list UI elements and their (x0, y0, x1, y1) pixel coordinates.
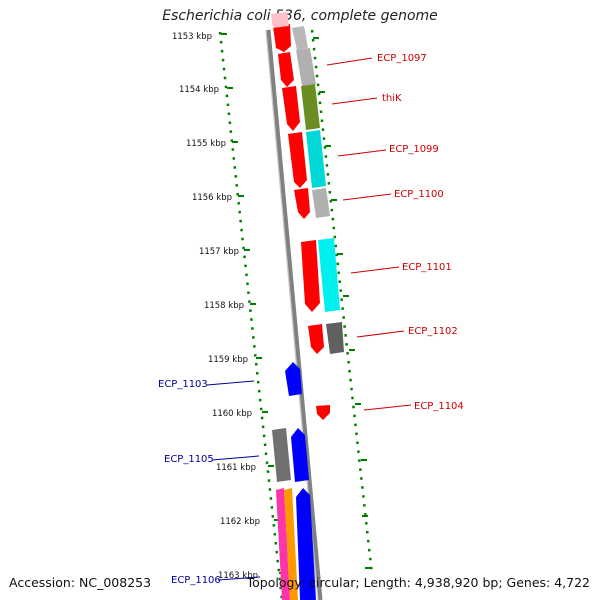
gene-label-ecp-1101[interactable]: ECP_1101 (402, 262, 452, 273)
accession-text: Accession: NC_008253 (9, 575, 152, 590)
gene-feature[interactable] (296, 48, 316, 86)
gene-feature[interactable] (276, 488, 290, 600)
inner-tick-marks (313, 37, 371, 569)
gene-feature[interactable] (271, 12, 289, 28)
ruler-label: 1162 kbp (220, 517, 260, 527)
gene-feature[interactable] (312, 188, 330, 218)
ruler-labels: 1153 kbp 1154 kbp 1155 kbp 1156 kbp 1157… (172, 32, 260, 581)
gene-feature[interactable] (273, 24, 291, 52)
gene-feature[interactable] (284, 488, 298, 600)
gene-feature[interactable] (291, 428, 309, 482)
gene-feature[interactable] (308, 324, 324, 354)
gene-label-ecp-1100[interactable]: ECP_1100 (394, 189, 444, 200)
ruler-label: 1156 kbp (192, 193, 232, 203)
gene-label-ecp-1102[interactable]: ECP_1102 (408, 326, 458, 337)
gene-feature[interactable] (282, 86, 300, 131)
ruler-label: 1158 kbp (204, 301, 244, 311)
ruler-label: 1154 kbp (179, 85, 219, 95)
gene-feature[interactable] (306, 130, 326, 188)
gene-label-ecp-1106[interactable]: ECP_1106 (171, 575, 221, 586)
gene-feature[interactable] (301, 84, 320, 130)
gene-label-ecp-1097[interactable]: ECP_1097 (377, 53, 427, 64)
inner-scale-line (310, 29, 374, 576)
gene-feature[interactable] (316, 405, 330, 420)
gene-feature[interactable] (296, 488, 316, 600)
gene-label-ecp-1105[interactable]: ECP_1105 (164, 454, 214, 465)
gene-label-thik[interactable]: thiK (382, 93, 402, 104)
gene-feature[interactable] (278, 52, 294, 87)
ruler-label: 1159 kbp (208, 355, 248, 365)
forward-strand-track-2 (292, 26, 344, 354)
topology-text: Topology: circular; Length: 4,938,920 bp… (246, 575, 590, 590)
gene-feature[interactable] (288, 132, 307, 188)
ruler-label: 1163 kbp (218, 571, 258, 581)
gene-feature[interactable] (272, 428, 291, 482)
gene-labels: ECP_1097 thiK ECP_1099 ECP_1100 ECP_1101… (158, 53, 464, 586)
gene-feature[interactable] (326, 322, 344, 354)
ruler-label: 1155 kbp (186, 139, 226, 149)
ruler-label: 1157 kbp (199, 247, 239, 257)
gene-label-ecp-1103[interactable]: ECP_1103 (158, 379, 208, 390)
ruler-label: 1161 kbp (216, 463, 256, 473)
ruler-label: 1160 kbp (212, 409, 252, 419)
gene-label-ecp-1104[interactable]: ECP_1104 (414, 401, 464, 412)
gene-feature[interactable] (301, 240, 320, 312)
gene-feature[interactable] (285, 362, 302, 396)
reverse-strand-features (272, 362, 316, 600)
gene-feature[interactable] (292, 26, 308, 50)
outer-scale-line (218, 31, 284, 600)
gene-feature[interactable] (294, 188, 310, 219)
genome-title: Escherichia coli 536, complete genome (162, 8, 438, 24)
label-leader-lines (206, 57, 412, 581)
ruler-label: 1153 kbp (172, 32, 212, 42)
forward-strand-features (271, 12, 330, 420)
gene-label-ecp-1099[interactable]: ECP_1099 (389, 144, 439, 155)
gene-feature[interactable] (318, 238, 340, 312)
